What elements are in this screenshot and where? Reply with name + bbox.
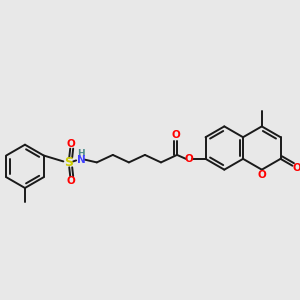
Text: O: O bbox=[292, 163, 300, 173]
Text: O: O bbox=[67, 139, 76, 149]
Text: H: H bbox=[77, 149, 85, 158]
Text: O: O bbox=[172, 130, 180, 140]
Text: O: O bbox=[184, 154, 193, 164]
Text: O: O bbox=[257, 169, 266, 180]
Text: S: S bbox=[64, 156, 73, 169]
Text: N: N bbox=[77, 155, 85, 165]
Text: O: O bbox=[67, 176, 76, 186]
